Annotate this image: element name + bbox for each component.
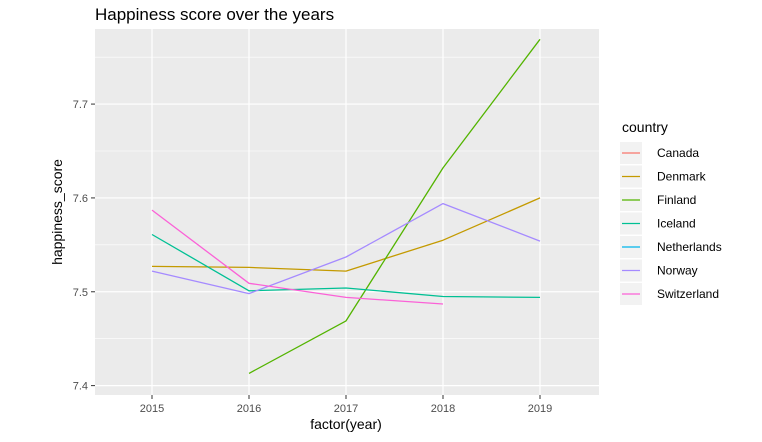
- legend-label-netherlands: Netherlands: [657, 240, 722, 254]
- x-axis-title: factor(year): [310, 416, 382, 432]
- y-axis-title: happiness_score: [49, 159, 65, 265]
- legend-label-switzerland: Switzerland: [657, 287, 719, 301]
- y-tick-label: 7.6: [73, 193, 88, 205]
- series-line-denmark: [151, 197, 541, 272]
- y-tick-label: 7.4: [73, 381, 88, 393]
- x-axis: 2015 2016 2017 2018 2019: [140, 395, 552, 415]
- y-tick-label: 7.5: [73, 287, 88, 299]
- plot-panel: [95, 29, 599, 395]
- legend-label-canada: Canada: [657, 146, 699, 160]
- series-line-iceland: [151, 233, 541, 299]
- x-tick-label: 2016: [237, 403, 261, 415]
- x-tick-label: 2018: [431, 403, 455, 415]
- series-line-switzerland: [151, 209, 444, 305]
- x-tick-label: 2017: [334, 403, 358, 415]
- series-line-finland: [248, 38, 541, 374]
- y-axis: 7.4 7.5 7.6 7.7: [73, 99, 95, 393]
- x-tick-label: 2019: [528, 403, 552, 415]
- legend-label-denmark: Denmark: [657, 170, 707, 184]
- series-lines: [151, 38, 541, 374]
- legend-label-finland: Finland: [657, 193, 696, 207]
- legend-label-iceland: Iceland: [657, 217, 696, 231]
- major-gridlines: [95, 29, 599, 395]
- x-tick-label: 2015: [140, 403, 164, 415]
- chart-title: Happiness score over the years: [95, 5, 334, 24]
- legend-label-norway: Norway: [657, 264, 698, 278]
- legend-title: country: [622, 119, 668, 135]
- y-tick-label: 7.7: [73, 99, 88, 111]
- minor-gridlines: [95, 56, 599, 339]
- legend: country Canada Denmark Finland Iceland Nethe…: [620, 119, 722, 305]
- series-line-norway: [151, 202, 541, 295]
